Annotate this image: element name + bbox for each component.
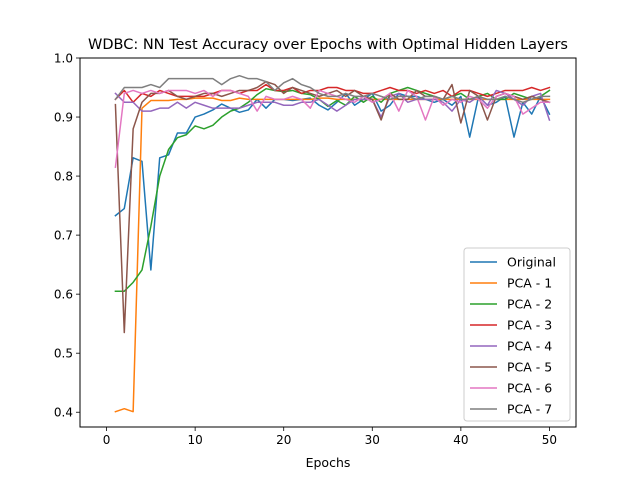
legend-label-5: PCA - 4 xyxy=(507,339,552,354)
y-tick-label: 0.4 xyxy=(54,406,73,420)
series-line-4 xyxy=(114,83,551,104)
x-tick-label: 10 xyxy=(188,433,203,447)
x-tick-label: 20 xyxy=(276,433,291,447)
series-line-7 xyxy=(114,89,551,169)
y-tick-label: 0.5 xyxy=(54,347,73,361)
x-tick-label: 50 xyxy=(542,433,557,447)
series-layer xyxy=(114,74,551,413)
axes-layer: 0 10 20 30 40 50 0.4 0.5 0.6 0.7 0.8 0.9 1.0 xyxy=(54,52,577,447)
legend-label-1: Original xyxy=(507,255,556,270)
legend-label-8: PCA - 7 xyxy=(507,402,552,417)
y-tick-label: 0.8 xyxy=(54,170,73,184)
legend-label-3: PCA - 2 xyxy=(507,297,552,312)
series-line-1 xyxy=(114,92,551,271)
x-axis-label: Epochs xyxy=(306,455,351,470)
chart-title: WDBC: NN Test Accuracy over Epochs with … xyxy=(88,37,568,53)
x-tick-label: 40 xyxy=(453,433,468,447)
plot-frame xyxy=(79,57,577,428)
legend-label-7: PCA - 6 xyxy=(507,381,552,396)
y-tick-label: 0.6 xyxy=(54,288,73,302)
x-tick-label: 0 xyxy=(103,433,111,447)
legend-label-2: PCA - 1 xyxy=(507,276,552,291)
legend-label-4: PCA - 3 xyxy=(507,318,552,333)
series-line-8 xyxy=(114,74,551,104)
y-tick-label: 0.7 xyxy=(54,229,73,243)
series-line-6 xyxy=(114,80,551,334)
legend-box xyxy=(463,247,571,422)
y-tick-label: 0.9 xyxy=(54,111,73,125)
legend: Original PCA - 1 PCA - 2 PCA - 3 PCA - 4 PCA … xyxy=(463,247,571,422)
x-tick-label: 30 xyxy=(365,433,380,447)
legend-label-6: PCA - 5 xyxy=(507,360,552,375)
y-tick-label: 1.0 xyxy=(54,52,73,66)
